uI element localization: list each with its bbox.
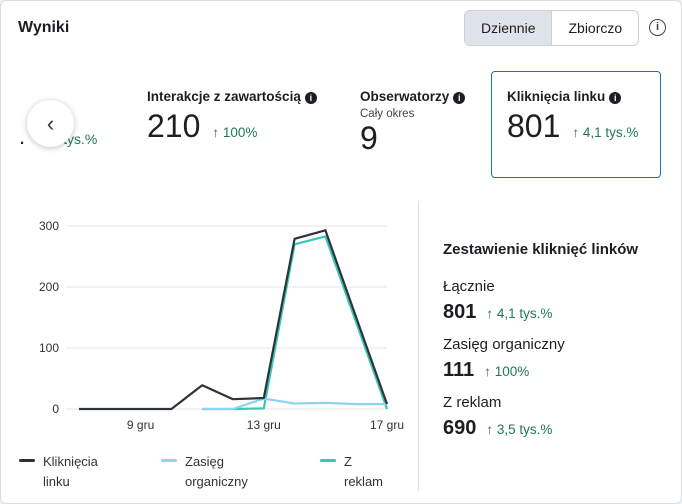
summary-title: Zestawienie kliknięć linków [443, 241, 639, 258]
summary-value-row: 111 ↑ 100% [443, 359, 673, 382]
legend-swatch [161, 459, 177, 462]
metric-interactions-label: Interakcje z zawartością [147, 89, 301, 104]
metric-followers-value: 9 [360, 120, 378, 156]
metric-link-clicks-value: 801 [507, 108, 561, 144]
summary-value: 801 [443, 301, 477, 323]
x-tick-label: 13 gru [247, 418, 281, 432]
info-icon[interactable]: i [609, 92, 622, 104]
summary-row: Z reklam 690 ↑ 3,5 tys.% [443, 394, 673, 440]
metric-link-clicks-label-wrap: Kliknięcia linku i [507, 89, 638, 104]
metric-interactions-label-wrap: Interakcje z zawartością i [147, 89, 317, 104]
summary-label: Z reklam [443, 394, 502, 411]
legend-label: Zasięg organiczny [185, 454, 248, 489]
summary-delta-text: 100% [494, 364, 530, 379]
legend-swatch [320, 459, 336, 462]
y-tick-label: 100 [39, 341, 59, 355]
legend-label: Z reklam [344, 454, 384, 489]
y-tick-label: 300 [39, 219, 59, 233]
clicks-summary: Zestawienie kliknięć linków Łącznie 801 … [443, 241, 673, 452]
metric-link-clicks-delta-text: 4,1 tys.% [582, 125, 639, 140]
metric-interactions-delta: ↑ 100% [212, 125, 258, 140]
metric-followers-label: Obserwatorzy [360, 89, 450, 104]
legend-swatch [19, 459, 35, 462]
legend-item-organic[interactable]: Zasięg organiczny [161, 452, 255, 492]
summary-label: Zasięg organiczny [443, 336, 565, 353]
legend-item-ads[interactable]: Z reklam [320, 452, 394, 492]
metric-partial-delta: tys.% [63, 131, 98, 147]
legend-label: Kliknięcia linku [43, 454, 98, 489]
summary-value-row: 690 ↑ 3,5 tys.% [443, 417, 673, 440]
metric-link-clicks-value-row: 801 ↑ 4,1 tys.% [507, 108, 638, 145]
metric-selected-frame[interactable] [491, 71, 661, 178]
y-tick-label: 200 [39, 280, 59, 294]
x-tick-label: 17 gru [370, 418, 404, 432]
summary-value-row: 801 ↑ 4,1 tys.% [443, 301, 673, 324]
info-icon[interactable]: i [649, 19, 666, 36]
link-clicks-chart: 0 100 200 300 9 gru 13 gru 17 gru [39, 219, 404, 432]
metric-interactions-delta-text: 100% [222, 125, 258, 140]
summary-delta: ↑ 4,1 tys.% [486, 306, 553, 321]
metric-followers-sub: Cały okres [360, 108, 415, 120]
summary-row: Łącznie 801 ↑ 4,1 tys.% [443, 278, 673, 324]
summary-value: 111 [443, 359, 475, 381]
carousel-back-button[interactable]: ‹ [27, 100, 74, 147]
series-line [202, 397, 387, 411]
summary-delta: ↑ 100% [484, 364, 530, 379]
series-line [202, 235, 389, 411]
period-toggle: Dziennie Zbiorczo [464, 10, 640, 46]
metric-interactions-value-row: 210 ↑ 100% [147, 108, 317, 145]
summary-delta-text: 3,5 tys.% [496, 422, 553, 437]
card-title: Wyniki [18, 19, 70, 36]
chevron-left-icon: ‹ [46, 110, 55, 136]
summary-row: Zasięg organiczny 111 ↑ 100% [443, 336, 673, 382]
metric-link-clicks-delta: ↑ 4,1 tys.% [572, 125, 639, 140]
toggle-daily[interactable]: Dziennie [465, 11, 553, 45]
summary-delta-text: 4,1 tys.% [496, 306, 553, 321]
metric-link-clicks[interactable]: Kliknięcia linku i 801 ↑ 4,1 tys.% [507, 89, 638, 145]
metric-link-clicks-label: Kliknięcia linku [507, 89, 606, 104]
series-line [79, 229, 389, 411]
divider [418, 201, 419, 491]
x-tick-label: 9 gru [127, 418, 154, 432]
summary-value: 690 [443, 417, 477, 439]
legend-item-clicks[interactable]: Kliknięcia linku [19, 452, 113, 492]
metric-partial[interactable]: . tys.% [19, 124, 97, 150]
summary-label: Łącznie [443, 278, 495, 295]
metric-partial-value: . [19, 124, 26, 149]
metric-interactions-value: 210 [147, 108, 201, 144]
y-tick-label: 0 [52, 402, 59, 416]
summary-delta: ↑ 3,5 tys.% [486, 422, 553, 437]
toggle-cumulative[interactable]: Zbiorczo [568, 20, 623, 36]
info-icon[interactable]: i [453, 92, 466, 104]
metric-followers-label-wrap: Obserwatorzy i [360, 89, 466, 104]
metric-interactions[interactable]: Interakcje z zawartością i 210 ↑ 100% [147, 89, 317, 145]
metric-followers[interactable]: Obserwatorzy i Cały okres 9 [360, 89, 466, 157]
info-icon[interactable]: i [304, 92, 317, 104]
